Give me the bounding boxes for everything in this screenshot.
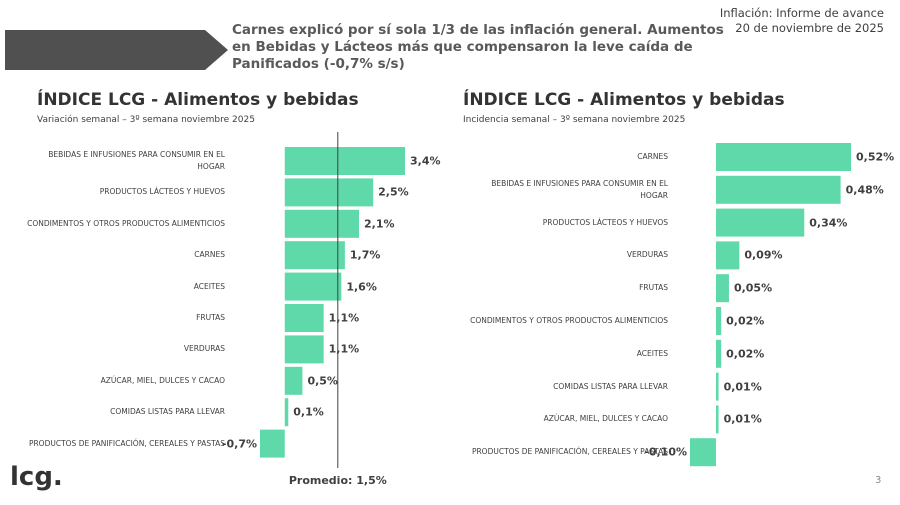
bar <box>284 335 324 364</box>
category-label: COMIDAS LISTAS PARA LLEVAR <box>110 407 225 417</box>
category-label: PRODUCTOS DE PANIFICACIÓN, CEREALES Y PA… <box>28 438 225 448</box>
category-label: FRUTAS <box>196 313 225 322</box>
category-label: VERDURAS <box>626 250 668 260</box>
category-label: CARNES <box>637 152 668 161</box>
bar <box>715 372 719 401</box>
headline: Carnes explicó por sí sola 1/3 de las in… <box>232 22 724 72</box>
value-label: 1,7% <box>349 248 381 262</box>
value-label: 2,1% <box>364 217 395 231</box>
value-label: 3,4% <box>410 154 441 168</box>
bar <box>260 429 285 458</box>
page-number: 3 <box>875 475 882 486</box>
category-label: ACEITES <box>193 281 225 291</box>
header-banner <box>5 30 228 70</box>
bar <box>284 366 303 395</box>
category-label: PRODUCTOS LÁCTEOS Y HUEVOS <box>542 217 668 227</box>
category-label: FRUTAS <box>639 283 668 293</box>
value-label: 1,6% <box>346 280 377 294</box>
value-label: -0,7% <box>221 437 257 451</box>
category-label: CARNES <box>194 250 225 260</box>
category-label: VERDURAS <box>183 344 225 354</box>
value-label: -0,10% <box>644 445 687 459</box>
value-label: 0,09% <box>744 248 783 262</box>
value-label: 0,48% <box>845 183 884 197</box>
category-label: PRODUCTOS LÁCTEOS Y HUEVOS <box>99 187 225 197</box>
category-label: AZÚCAR, MIEL, DULCES Y CACAO <box>543 414 668 424</box>
bar <box>715 175 841 204</box>
report-date: 20 de noviembre de 2025 <box>735 21 884 35</box>
bar <box>715 339 722 368</box>
value-label: 0,1% <box>293 405 324 419</box>
bar <box>690 438 716 467</box>
value-label: 1,1% <box>328 342 360 356</box>
bar <box>715 143 851 171</box>
chart-subtitle: Variación semanal – 3º semana noviembre … <box>37 115 255 125</box>
category-label: PRODUCTOS DE PANIFICACIÓN, CEREALES Y PA… <box>471 447 668 457</box>
bar <box>715 241 740 270</box>
bar <box>715 208 805 237</box>
category-label: CONDIMENTOS Y OTROS PRODUCTOS ALIMENTICI… <box>470 316 668 325</box>
value-label: 0,34% <box>809 216 848 230</box>
value-label: 0,01% <box>723 380 762 394</box>
value-label: 0,05% <box>733 281 773 295</box>
category-label: ACEITES <box>636 348 668 358</box>
bar <box>284 147 405 175</box>
value-label: 1,1% <box>328 311 360 325</box>
value-label: 0,02% <box>726 314 765 328</box>
category-label: BEBIDAS E INFUSIONES PARA CONSUMIR EN EL… <box>48 150 225 171</box>
chart-title: ÍNDICE LCG - Alimentos y bebidas <box>463 90 785 110</box>
value-label: 2,5% <box>378 185 409 199</box>
bar <box>284 209 360 238</box>
category-label: CONDIMENTOS Y OTROS PRODUCTOS ALIMENTICI… <box>27 218 225 228</box>
bar <box>284 304 324 332</box>
average-label: Promedio: 1,5% <box>288 474 387 487</box>
bar <box>284 241 345 270</box>
bar <box>284 398 289 427</box>
value-label: 0,02% <box>726 347 765 361</box>
bar <box>715 405 719 434</box>
category-label: COMIDAS LISTAS PARA LLEVAR <box>553 381 668 391</box>
category-label: BEBIDAS E INFUSIONES PARA CONSUMIR EN EL… <box>491 178 668 200</box>
bar <box>284 178 374 207</box>
chart-title: ÍNDICE LCG - Alimentos y bebidas <box>37 90 359 110</box>
value-label: 0,5% <box>307 374 338 388</box>
value-label: 0,01% <box>723 412 762 426</box>
value-label: 0,52% <box>856 150 895 164</box>
bar <box>284 272 342 301</box>
category-label: AZÚCAR, MIEL, DULCES Y CACAO <box>100 375 225 385</box>
report-name: Inflación: Informe de avance <box>719 6 884 20</box>
bar <box>715 307 722 335</box>
chart-subtitle: Incidencia semanal – 3º semana noviembre… <box>463 115 686 125</box>
logo: lcg. <box>10 462 63 492</box>
bar <box>715 274 729 303</box>
